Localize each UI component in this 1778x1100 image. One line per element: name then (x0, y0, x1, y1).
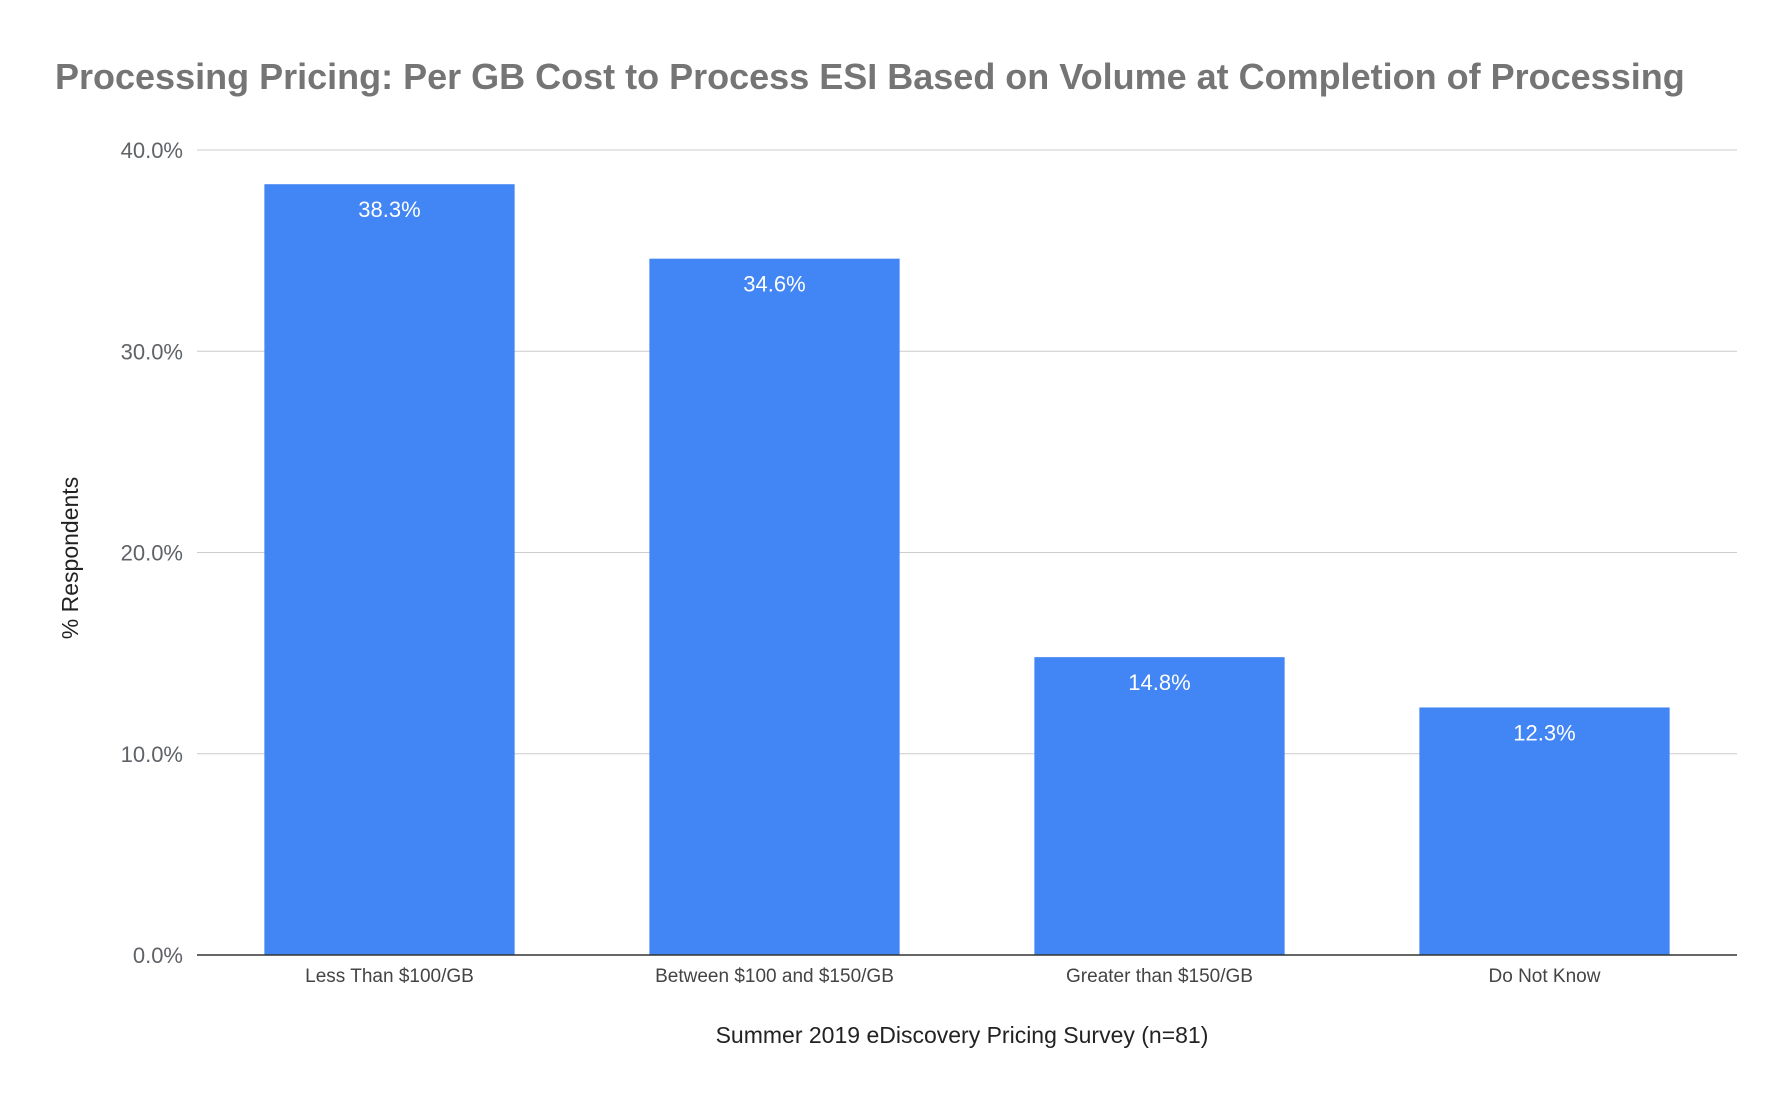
y-tick-label: 0.0% (133, 943, 183, 968)
data-labels: 38.3% 34.6% 14.8% 12.3% (358, 197, 1575, 745)
bar (264, 184, 515, 955)
y-axis-tick-labels: 0.0% 10.0% 20.0% 30.0% 40.0% (121, 138, 183, 968)
bar-value-label: 14.8% (1128, 670, 1190, 695)
bar (649, 258, 900, 955)
bars (264, 184, 1670, 955)
x-category-label: Do Not Know (1489, 966, 1601, 987)
bar (1419, 707, 1670, 955)
x-category-label: Greater than $150/GB (1066, 966, 1253, 987)
x-axis-title: Summer 2019 eDiscovery Pricing Survey (n… (716, 1022, 1209, 1048)
y-axis-title: % Respondents (57, 477, 83, 639)
chart-title: Processing Pricing: Per GB Cost to Proce… (55, 56, 1685, 97)
bar-value-label: 38.3% (358, 197, 420, 222)
y-tick-label: 40.0% (121, 138, 183, 163)
x-category-label: Between $100 and $150/GB (655, 966, 894, 987)
bar-value-label: 34.6% (743, 272, 805, 297)
x-category-label: Less Than $100/GB (305, 966, 474, 987)
x-axis-category-labels: Less Than $100/GB Between $100 and $150/G… (305, 966, 1601, 987)
bar (1034, 657, 1285, 955)
y-tick-label: 20.0% (121, 541, 183, 566)
bar-value-label: 12.3% (1513, 720, 1575, 745)
y-tick-label: 10.0% (121, 742, 183, 767)
y-tick-label: 30.0% (121, 339, 183, 364)
